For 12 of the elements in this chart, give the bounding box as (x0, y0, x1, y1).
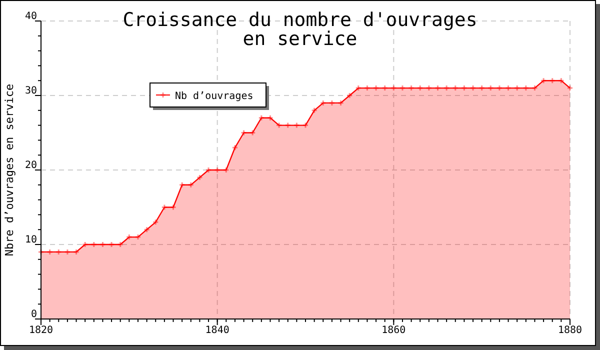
x-tick-label: 1820 (28, 325, 54, 336)
x-tick-label: 1860 (382, 325, 406, 336)
y-tick-label: 0 (30, 309, 37, 320)
chart-title: Croissance du nombre d'ouvrages en service (122, 9, 478, 50)
y-tick-label: 30 (24, 86, 37, 96)
x-tick-label: 1880 (558, 325, 582, 336)
y-tick-label: 40 (24, 11, 37, 22)
y-tick-label: 10 (24, 234, 37, 246)
legend-label: Nb d’ouvrages (175, 91, 254, 102)
x-tick-label: 1840 (205, 325, 230, 336)
y-tick-label: 20 (24, 160, 37, 171)
y-axis-title: Nbre d’ouvrages en service (3, 84, 16, 256)
